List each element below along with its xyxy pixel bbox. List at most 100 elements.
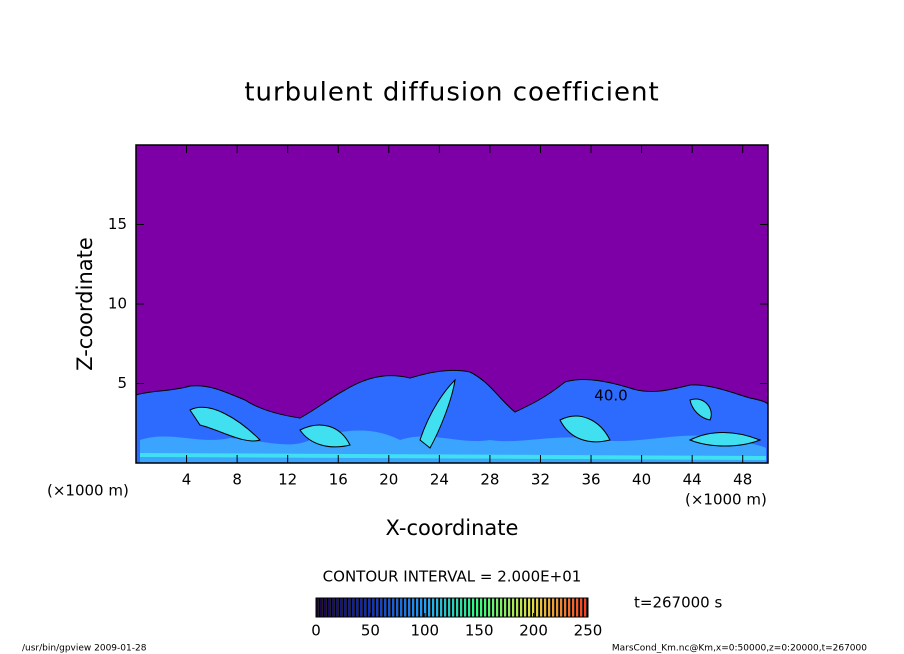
- colorbar-frame: [315, 597, 589, 618]
- colorbar: 0 50 100 150 200 250: [311, 597, 602, 640]
- colorbar-cell: [516, 598, 519, 617]
- colorbar-cell: [472, 598, 475, 617]
- colorbar-cell: [374, 598, 376, 617]
- colorbar-cell: [578, 598, 580, 617]
- colorbar-cell: [438, 598, 440, 617]
- x-tick-label: 28: [480, 471, 499, 489]
- colorbar-cell: [440, 598, 443, 617]
- colorbar-cell: [380, 598, 383, 617]
- colorbar-cell: [460, 598, 463, 617]
- colorbar-cell: [490, 598, 492, 617]
- y-tick-label: 15: [108, 215, 127, 233]
- colorbar-cell: [326, 598, 328, 617]
- colorbar-cell: [330, 598, 332, 617]
- x-tick-label: 40: [632, 471, 651, 489]
- colorbar-cell: [500, 598, 503, 617]
- contour-label: 40.0: [594, 387, 627, 405]
- colorbar-cell: [338, 598, 340, 617]
- colorbar-cell: [534, 598, 536, 617]
- colorbar-cell: [444, 598, 447, 617]
- colorbar-cell: [348, 598, 351, 617]
- colorbar-cell: [424, 598, 427, 617]
- x-tick-label: 12: [278, 471, 297, 489]
- colorbar-cell: [550, 598, 552, 617]
- colorbar-tick-label: 150: [465, 622, 494, 640]
- colorbar-cell: [322, 598, 324, 617]
- colorbar-cell: [372, 598, 375, 617]
- colorbar-cell: [470, 598, 472, 617]
- colorbar-cell: [504, 598, 507, 617]
- colorbar-cell: [482, 598, 484, 617]
- colorbar-cell: [580, 598, 583, 617]
- colorbar-cell: [364, 598, 367, 617]
- colorbar-cell: [428, 598, 431, 617]
- x-tick-label: 44: [683, 471, 702, 489]
- colorbar-cell: [452, 598, 455, 617]
- colorbar-cell: [410, 598, 412, 617]
- colorbar-cell: [502, 598, 504, 617]
- colorbar-cell: [544, 598, 547, 617]
- colorbar-cell: [332, 598, 335, 617]
- x-axis-label: X-coordinate: [386, 516, 519, 540]
- colorbar-cell: [418, 598, 420, 617]
- colorbar-tick-label: 200: [519, 622, 548, 640]
- colorbar-cell: [422, 598, 424, 617]
- colorbar-cell: [340, 598, 343, 617]
- colorbar-cell: [430, 598, 432, 617]
- colorbar-cell: [412, 598, 415, 617]
- colorbar-cell: [496, 598, 499, 617]
- colorbar-cell: [484, 598, 487, 617]
- colorbar-cell: [386, 598, 388, 617]
- colorbar-cell: [328, 598, 331, 617]
- y-axis-label: Z-coordinate: [73, 237, 97, 371]
- colorbar-cell: [446, 598, 448, 617]
- colorbar-cell: [432, 598, 435, 617]
- colorbar-cell: [362, 598, 364, 617]
- colorbar-cell: [560, 598, 563, 617]
- colorbar-cell: [530, 598, 532, 617]
- colorbar-cell: [388, 598, 391, 617]
- colorbar-cell: [334, 598, 336, 617]
- colorbar-cell: [354, 598, 356, 617]
- colorbar-cell: [384, 598, 387, 617]
- colorbar-cell: [584, 598, 587, 617]
- turbulence-field: [135, 369, 769, 464]
- colorbar-cell: [524, 598, 527, 617]
- colorbar-cell: [436, 598, 439, 617]
- colorbar-cell: [466, 598, 468, 617]
- colorbar-tick-label: 0: [311, 622, 321, 640]
- x-tick-label: 48: [733, 471, 752, 489]
- colorbar-cell: [352, 598, 355, 617]
- colorbar-cell: [370, 598, 372, 617]
- colorbar-cell: [358, 598, 360, 617]
- colorbar-cell: [404, 598, 407, 617]
- y-tick-label: 10: [108, 295, 127, 313]
- colorbar-cell: [568, 598, 571, 617]
- colorbar-cell: [456, 598, 459, 617]
- x-unit-label: (×1000 m): [685, 491, 767, 509]
- colorbar-cell: [506, 598, 508, 617]
- colorbar-cell: [540, 598, 543, 617]
- colorbar-cell: [586, 598, 588, 617]
- colorbar-cell: [542, 598, 544, 617]
- x-tick-label: 32: [531, 471, 550, 489]
- colorbar-cell: [360, 598, 363, 617]
- colorbar-cell: [318, 598, 320, 617]
- colorbar-cell: [414, 598, 416, 617]
- contour-interval: CONTOUR INTERVAL = 2.000E+01: [323, 568, 582, 586]
- colorbar-cell: [344, 598, 347, 617]
- colorbar-cell: [398, 598, 400, 617]
- colorbar-cell: [368, 598, 371, 617]
- x-tick-label: 16: [329, 471, 348, 489]
- colorbar-cell: [406, 598, 408, 617]
- colorbar-cell: [426, 598, 428, 617]
- colorbar-cell: [552, 598, 555, 617]
- x-tick-label: 20: [379, 471, 398, 489]
- x-tick-label: 8: [232, 471, 242, 489]
- colorbar-cell: [574, 598, 576, 617]
- colorbar-cell: [324, 598, 327, 617]
- colorbar-cell: [468, 598, 471, 617]
- colorbar-cell: [520, 598, 523, 617]
- colorbar-cell: [514, 598, 516, 617]
